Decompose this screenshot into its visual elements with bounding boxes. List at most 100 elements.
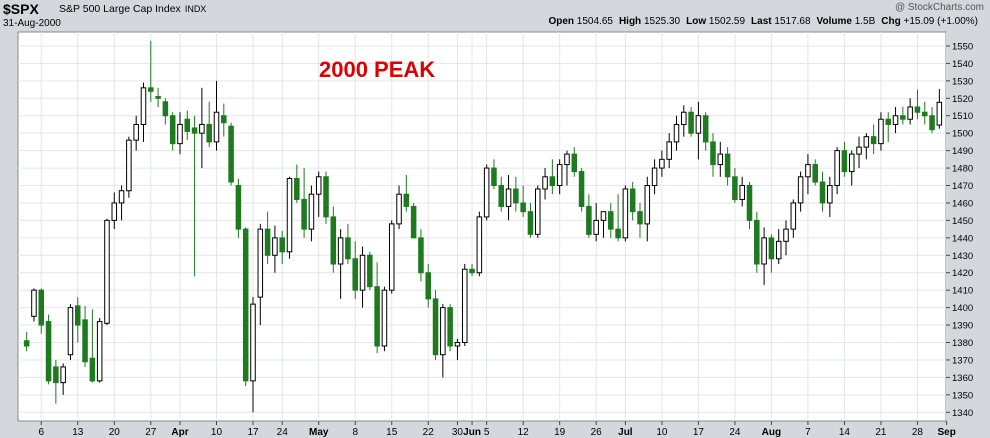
candle — [199, 87, 205, 169]
candle-body-up — [593, 219, 599, 235]
candle-body-up — [848, 153, 855, 173]
stat-value: 1.5B — [854, 16, 876, 27]
candle — [805, 154, 811, 195]
candle-body-up — [761, 237, 767, 265]
candle — [272, 225, 278, 273]
candle — [629, 182, 636, 221]
candle — [235, 178, 242, 238]
candle — [469, 264, 475, 277]
candle — [783, 220, 789, 256]
candle-body-up — [659, 158, 665, 169]
candle-body-down — [491, 167, 497, 187]
candle — [608, 202, 614, 238]
candle — [418, 229, 424, 282]
stat-value: 1517.68 — [774, 16, 811, 27]
candle — [688, 107, 694, 137]
candle — [461, 264, 468, 346]
candle-body-down — [74, 305, 81, 326]
candle — [118, 185, 125, 221]
candle — [717, 141, 724, 177]
candle — [586, 194, 592, 238]
candle-body-up — [651, 167, 658, 187]
x-tick-label: Apr — [171, 427, 188, 438]
stat-label: Last — [751, 16, 775, 27]
credit: @ StockCharts.com — [894, 2, 984, 13]
candle — [126, 136, 132, 198]
candle — [140, 82, 147, 142]
candles — [23, 40, 943, 413]
candle-body-up — [396, 193, 402, 225]
stat-label: High — [618, 16, 644, 27]
stat-value: 1502.59 — [708, 16, 746, 27]
candle-body-down — [184, 118, 191, 132]
candle — [89, 309, 96, 383]
candle-body-down — [921, 111, 928, 117]
candle — [666, 133, 672, 169]
candle — [863, 133, 870, 160]
candle-body-up — [695, 115, 702, 134]
candle-body-down — [520, 202, 526, 213]
y-tick-label: 1470 — [952, 181, 973, 192]
candle-body-up — [286, 178, 293, 253]
candle — [644, 176, 651, 242]
x-tick-label: 15 — [386, 427, 398, 438]
candle-body-down — [374, 286, 380, 347]
candle-body-up — [505, 188, 512, 207]
candle-body-down — [264, 228, 271, 256]
x-tick-label: Aug — [762, 427, 781, 438]
candle-body-up — [133, 123, 139, 141]
candle-body-up — [681, 111, 687, 125]
candle — [907, 98, 913, 125]
candle-body-up — [140, 87, 147, 125]
index-name-text: S&P 500 Large Cap Index — [59, 3, 181, 15]
candle — [169, 112, 176, 151]
x-tick-label: Sep — [937, 427, 955, 438]
candle — [929, 107, 935, 134]
candle-body-up — [199, 123, 205, 134]
candle-body-down — [929, 115, 935, 131]
y-tick-label: 1500 — [952, 129, 973, 140]
candle-body-up — [381, 289, 388, 347]
candle — [754, 211, 760, 273]
candle — [250, 297, 256, 413]
candle — [936, 89, 943, 129]
x-tick-label: Jun — [463, 427, 481, 438]
candle-body-up — [315, 176, 322, 195]
x-tick-label: 7 — [805, 427, 811, 438]
candle-body-down — [23, 340, 30, 347]
candle-body-down — [301, 198, 307, 230]
candle — [775, 229, 782, 265]
candle — [724, 147, 731, 186]
candle — [900, 107, 906, 125]
candle-body-up — [213, 111, 220, 143]
candle — [651, 159, 658, 195]
candle-body-down — [228, 125, 234, 183]
candle — [23, 332, 30, 352]
x-tick-label: 27 — [145, 427, 157, 438]
candle — [702, 112, 709, 151]
candle-body-down — [914, 106, 921, 113]
candle — [82, 305, 88, 367]
candle-body-down — [279, 237, 285, 253]
candle — [498, 176, 505, 212]
candle — [921, 101, 928, 125]
candle — [440, 304, 446, 378]
candle-body-up — [775, 240, 782, 260]
candle-body-down — [578, 171, 585, 207]
candle-body-up — [564, 153, 570, 166]
candle — [148, 40, 154, 102]
candle-body-down — [900, 115, 906, 120]
candle-body-up — [834, 150, 840, 187]
candle-body-down — [432, 298, 439, 356]
candle-body-down — [89, 357, 96, 382]
candle-body-up — [461, 268, 468, 344]
candle-body-down — [608, 211, 614, 230]
candle — [330, 206, 337, 273]
candle — [53, 359, 59, 404]
candle-body-down — [425, 272, 432, 300]
candle — [264, 211, 271, 265]
candle-body-down — [38, 289, 45, 326]
candle — [447, 304, 453, 352]
candle — [323, 171, 329, 224]
candle — [768, 234, 775, 273]
